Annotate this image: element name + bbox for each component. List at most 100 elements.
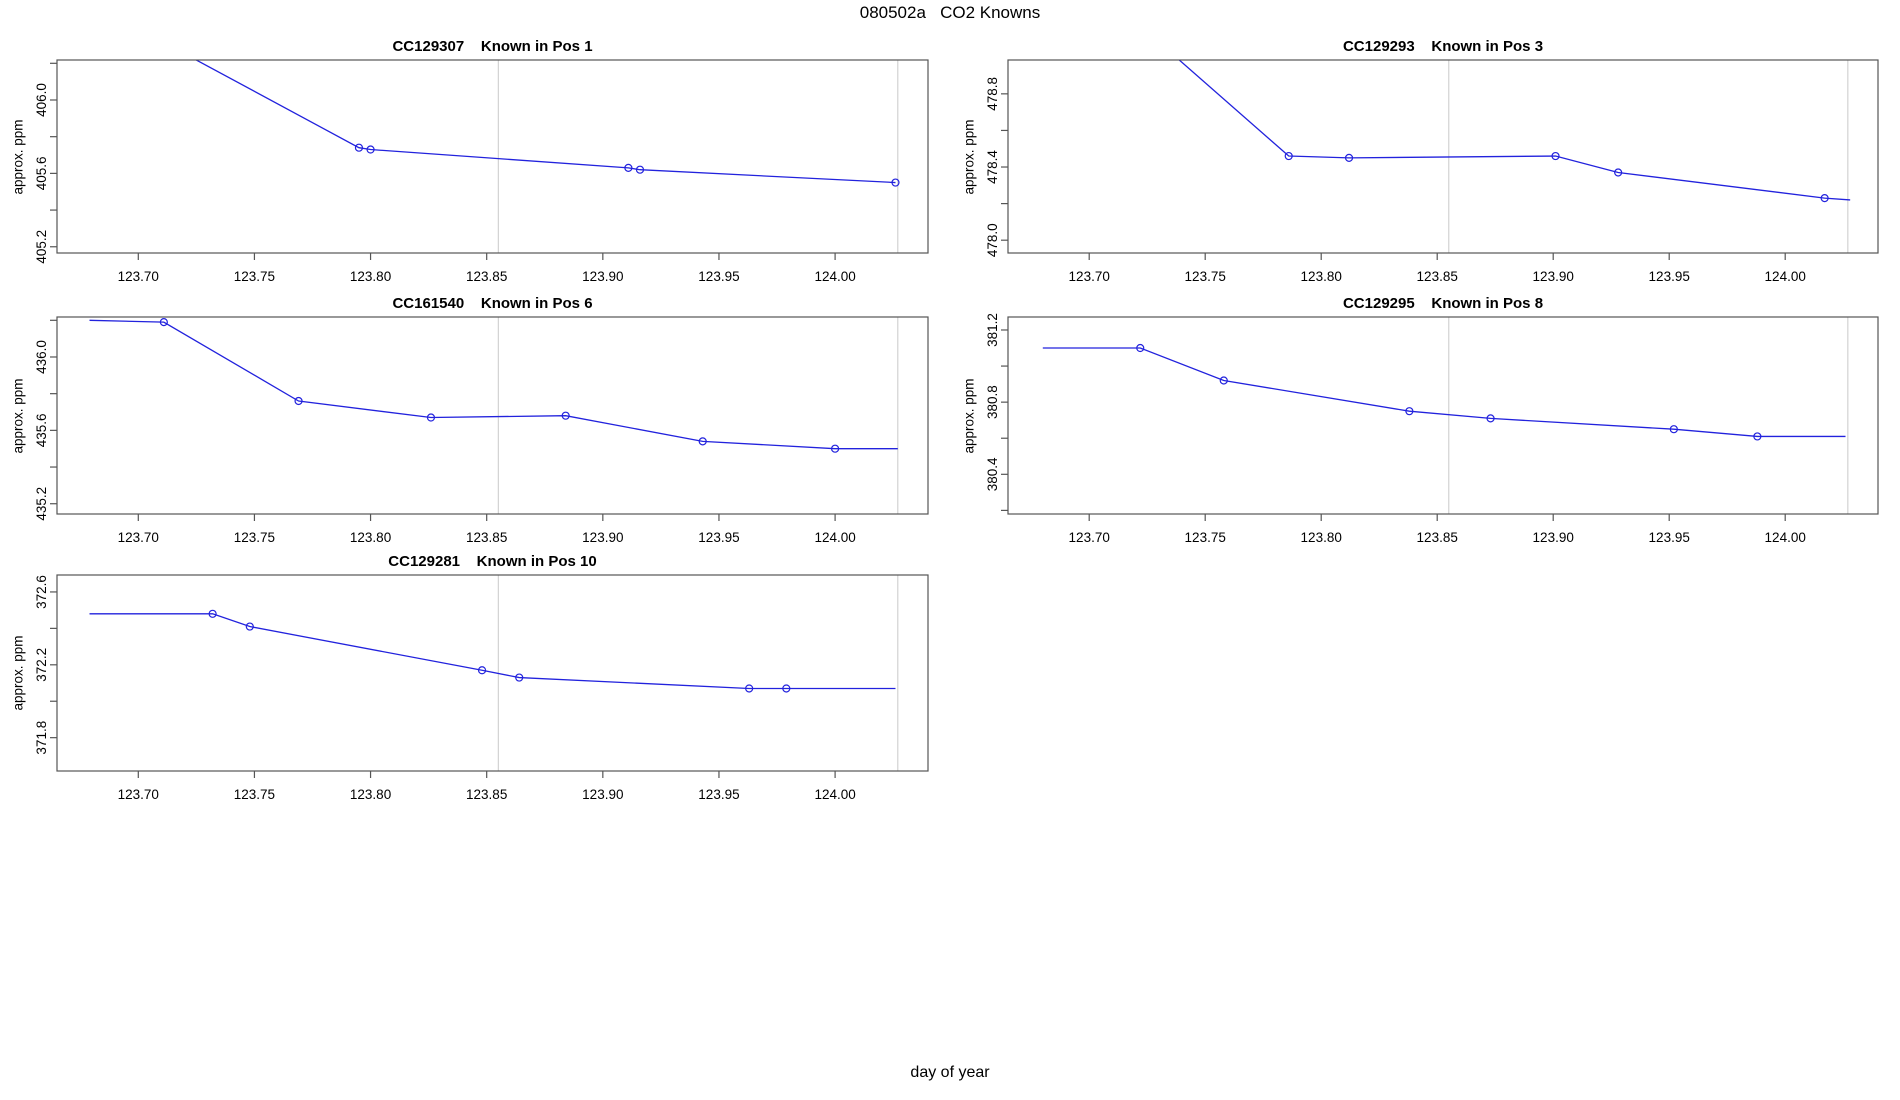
x-tick-label: 123.90 xyxy=(582,269,623,284)
panel-border xyxy=(1007,59,1879,254)
data-point xyxy=(1753,432,1762,441)
data-point xyxy=(1614,168,1623,177)
panel-border xyxy=(56,574,929,772)
y-axis-ticks: 478.0 478.4 478.8 xyxy=(985,77,1008,257)
x-tick-label: 124.00 xyxy=(814,530,855,545)
panel-title-cc129307: CC129307 Known in Pos 1 xyxy=(392,38,593,55)
data-point xyxy=(515,673,524,682)
x-tick-label: 123.75 xyxy=(234,787,275,802)
y-axis-label-pos8: approx. ppm xyxy=(961,377,977,454)
x-tick-label: 123.90 xyxy=(1533,530,1574,545)
x-tick-label: 123.80 xyxy=(350,787,391,802)
y-tick-label: 372.6 xyxy=(34,575,49,609)
x-tick-label: 123.80 xyxy=(350,530,391,545)
y-tick-label: 371.8 xyxy=(34,721,49,755)
x-tick-label: 123.70 xyxy=(118,269,159,284)
y-axis-ticks: 380.4 380.8 381.2 xyxy=(985,313,1008,511)
series-line xyxy=(1178,60,1851,201)
x-tick-label: 123.90 xyxy=(582,530,623,545)
data-point xyxy=(426,413,436,422)
data-point xyxy=(1344,153,1354,162)
x-axis-label: day of year xyxy=(910,1064,990,1081)
y-tick-label: 405.2 xyxy=(34,230,49,264)
y-tick-label: 478.4 xyxy=(985,150,1000,184)
data-point xyxy=(1405,407,1414,416)
x-tick-label: 123.70 xyxy=(1069,530,1110,545)
data-point xyxy=(561,411,570,420)
panel-plot-CC129295: 123.70 123.75 123.80 123.85 123.90 123.95 124.… xyxy=(985,313,1879,545)
x-tick-label: 123.95 xyxy=(698,787,739,802)
data-point xyxy=(1136,343,1145,353)
panel-plot-CC161540: 123.70 123.75 123.80 123.85 123.90 123.95 124.… xyxy=(34,316,929,545)
data-point xyxy=(698,437,707,446)
y-tick-label: 372.2 xyxy=(34,648,49,682)
data-point xyxy=(366,145,375,154)
x-tick-label: 123.80 xyxy=(350,269,391,284)
y-axis-ticks: 435.2 435.6 436.0 xyxy=(34,319,57,521)
y-axis-label-pos10: approx. ppm xyxy=(10,635,26,711)
y-tick-label: 405.6 xyxy=(34,156,49,190)
y-tick-label: 406.0 xyxy=(34,83,49,117)
y-tick-label: 478.0 xyxy=(985,223,1000,257)
x-tick-label: 123.75 xyxy=(234,269,275,284)
panel-plot-CC129307: 123.70 123.75 123.80 123.85 123.90 123.95 124.… xyxy=(34,59,929,284)
data-point xyxy=(1284,151,1293,161)
x-tick-label: 123.70 xyxy=(118,787,159,802)
panel-border xyxy=(1007,316,1879,515)
x-tick-label: 123.90 xyxy=(1533,269,1574,284)
data-point xyxy=(1669,425,1678,434)
x-tick-label: 124.00 xyxy=(814,787,855,802)
x-tick-label: 123.95 xyxy=(698,269,739,284)
data-point xyxy=(635,165,645,174)
x-axis-ticks: 123.70 123.75 123.80 123.85 123.90 123.95 124.… xyxy=(1069,253,1806,284)
data-point xyxy=(782,684,791,693)
x-tick-label: 124.00 xyxy=(1765,269,1806,284)
y-tick-label: 380.4 xyxy=(985,457,1000,491)
series-line xyxy=(89,319,898,450)
data-point xyxy=(159,318,168,327)
x-tick-label: 123.95 xyxy=(698,530,739,545)
x-axis-ticks: 123.70 123.75 123.80 123.85 123.90 123.95 124.… xyxy=(118,514,856,545)
y-axis-ticks: 405.2 405.6 406.0 xyxy=(34,62,57,264)
x-tick-label: 123.70 xyxy=(1069,269,1110,284)
x-axis-ticks: 123.70 123.75 123.80 123.85 123.90 123.95 124.… xyxy=(118,771,856,802)
panel-title-cc129293: CC129293 Known in Pos 3 xyxy=(1342,38,1544,55)
x-tick-label: 123.85 xyxy=(1417,530,1458,545)
y-axis-ticks: 371.8 372.2 372.6 xyxy=(34,575,57,755)
panel-plot-CC129293: 123.70 123.75 123.80 123.85 123.90 123.95 124.… xyxy=(985,59,1879,284)
x-tick-label: 123.95 xyxy=(1649,530,1690,545)
data-point xyxy=(354,143,364,152)
x-tick-label: 123.75 xyxy=(234,530,275,545)
data-point xyxy=(1551,151,1560,161)
panel-title-cc129281: CC129281 Known in Pos 10 xyxy=(388,553,597,570)
panel-border xyxy=(56,59,929,254)
panel-border xyxy=(56,316,929,515)
data-point xyxy=(208,609,217,618)
panel-plot-CC129281: 123.70 123.75 123.80 123.85 123.90 123.95 124.… xyxy=(34,574,929,802)
series-line xyxy=(89,613,896,690)
data-point xyxy=(245,622,254,631)
data-point xyxy=(294,396,303,406)
y-tick-label: 435.6 xyxy=(34,413,49,447)
x-axis-ticks: 123.70 123.75 123.80 123.85 123.90 123.95 124.… xyxy=(1069,514,1806,545)
data-point xyxy=(745,684,754,693)
data-point xyxy=(624,163,633,172)
x-tick-label: 123.85 xyxy=(466,269,507,284)
data-point xyxy=(1486,414,1495,423)
y-axis-label-pos6: approx. ppm xyxy=(10,377,26,454)
x-tick-label: 123.90 xyxy=(582,787,623,802)
y-tick-label: 478.8 xyxy=(985,77,1000,111)
panel-title-cc161540: CC161540 Known in Pos 6 xyxy=(392,295,593,312)
x-axis-ticks: 123.70 123.75 123.80 123.85 123.90 123.95 124.… xyxy=(118,253,856,284)
x-tick-label: 123.75 xyxy=(1185,530,1226,545)
y-tick-label: 381.2 xyxy=(985,313,1000,347)
data-point xyxy=(830,444,840,453)
figure-title: 080502a CO2 Knowns xyxy=(859,3,1041,22)
data-point xyxy=(891,178,900,187)
x-tick-label: 123.85 xyxy=(466,530,507,545)
x-tick-label: 123.75 xyxy=(1185,269,1226,284)
series-line xyxy=(1042,347,1846,438)
x-tick-label: 123.80 xyxy=(1301,530,1342,545)
x-tick-label: 123.80 xyxy=(1301,269,1342,284)
